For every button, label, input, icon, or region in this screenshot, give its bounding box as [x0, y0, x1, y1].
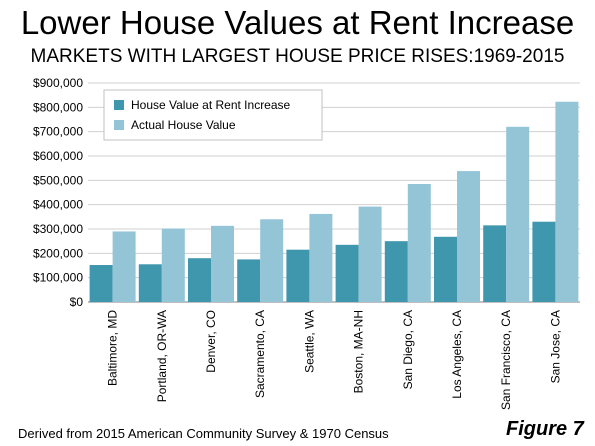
- y-tick-label: $300,000: [33, 222, 83, 236]
- bar-rent-increase: [384, 241, 408, 302]
- x-tick-label: San Diego, CA: [401, 310, 415, 389]
- bar-rent-increase: [89, 265, 113, 302]
- x-tick-label: Denver, CO: [204, 310, 218, 373]
- bar-actual-value: [457, 171, 480, 302]
- chart-subtitle: MARKETS WITH LARGEST HOUSE PRICE RISES:1…: [30, 46, 565, 67]
- bar-actual-value: [260, 219, 284, 302]
- legend-label: Actual House Value: [131, 118, 236, 132]
- y-tick-label: $400,000: [33, 198, 83, 212]
- legend-swatch: [114, 100, 124, 110]
- bar-actual-value: [506, 126, 530, 302]
- x-tick-label: Sacramento, CA: [253, 310, 267, 398]
- y-tick-label: $100,000: [33, 271, 83, 285]
- bar-actual-value: [358, 206, 382, 302]
- x-tick-label: San Francisco, CA: [499, 310, 513, 410]
- bar-rent-increase: [434, 236, 457, 302]
- x-tick-label: Los Angeles, CA: [450, 310, 464, 399]
- y-tick-label: $500,000: [33, 173, 83, 187]
- y-tick-label: $800,000: [33, 100, 83, 114]
- bar-actual-value: [161, 228, 185, 302]
- y-tick-label: $700,000: [33, 125, 83, 139]
- bar-rent-increase: [188, 258, 211, 302]
- legend-label: House Value at Rent Increase: [131, 98, 291, 112]
- y-tick-label: $0: [70, 295, 84, 309]
- bar-actual-value: [211, 225, 234, 302]
- bar-actual-value: [407, 183, 431, 302]
- y-tick-label: $600,000: [33, 149, 83, 163]
- x-tick-label: Seattle, WA: [302, 310, 316, 373]
- chart-title: Lower House Values at Rent Increase: [20, 4, 575, 41]
- x-tick-label: Portland, OR-WA: [155, 310, 169, 402]
- source-note: Derived from 2015 American Community Sur…: [18, 426, 389, 441]
- bar-actual-value: [309, 213, 333, 302]
- legend-swatch: [114, 120, 124, 130]
- y-tick-label: $200,000: [33, 246, 83, 260]
- bar-actual-value: [112, 231, 136, 302]
- x-tick-label: Boston, MA-NH: [352, 310, 366, 393]
- x-tick-label: San Jose, CA: [548, 310, 562, 383]
- bar-rent-increase: [237, 259, 261, 302]
- bar-actual-value: [555, 101, 579, 302]
- legend-box: [103, 89, 323, 141]
- bar-rent-increase: [532, 221, 556, 302]
- figure-label: Figure 7: [506, 418, 584, 440]
- bar-rent-increase: [138, 264, 162, 302]
- bar-rent-increase: [286, 249, 310, 302]
- bar-rent-increase: [335, 244, 359, 302]
- bar-rent-increase: [483, 225, 507, 302]
- x-tick-label: Baltimore, MD: [106, 310, 120, 386]
- y-tick-label: $900,000: [33, 76, 83, 90]
